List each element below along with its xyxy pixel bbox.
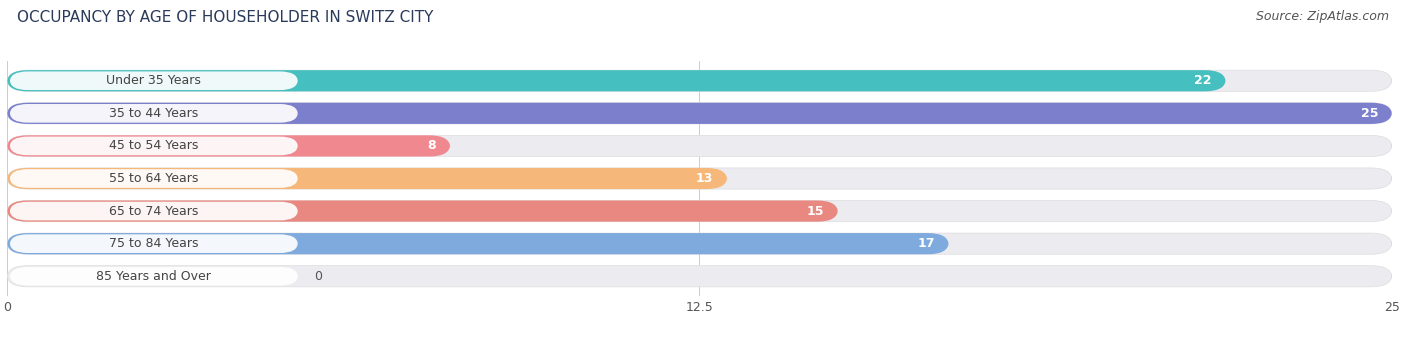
- Text: OCCUPANCY BY AGE OF HOUSEHOLDER IN SWITZ CITY: OCCUPANCY BY AGE OF HOUSEHOLDER IN SWITZ…: [17, 10, 433, 25]
- FancyBboxPatch shape: [7, 70, 1392, 91]
- FancyBboxPatch shape: [7, 135, 450, 156]
- Text: 75 to 84 Years: 75 to 84 Years: [110, 237, 198, 250]
- FancyBboxPatch shape: [7, 168, 727, 189]
- FancyBboxPatch shape: [7, 135, 1392, 156]
- FancyBboxPatch shape: [7, 70, 1226, 91]
- Text: 65 to 74 Years: 65 to 74 Years: [110, 205, 198, 218]
- Text: 45 to 54 Years: 45 to 54 Years: [110, 139, 198, 152]
- FancyBboxPatch shape: [7, 168, 1392, 189]
- Text: 0: 0: [315, 270, 322, 283]
- Text: 13: 13: [696, 172, 713, 185]
- Text: 8: 8: [427, 139, 436, 152]
- FancyBboxPatch shape: [7, 233, 1392, 254]
- FancyBboxPatch shape: [10, 104, 298, 123]
- FancyBboxPatch shape: [7, 201, 1392, 222]
- Text: 85 Years and Over: 85 Years and Over: [97, 270, 211, 283]
- Text: 35 to 44 Years: 35 to 44 Years: [110, 107, 198, 120]
- Text: 25: 25: [1361, 107, 1378, 120]
- FancyBboxPatch shape: [7, 103, 1392, 124]
- FancyBboxPatch shape: [10, 137, 298, 155]
- FancyBboxPatch shape: [7, 266, 1392, 287]
- Text: 15: 15: [807, 205, 824, 218]
- FancyBboxPatch shape: [7, 233, 949, 254]
- FancyBboxPatch shape: [10, 169, 298, 188]
- Text: Source: ZipAtlas.com: Source: ZipAtlas.com: [1256, 10, 1389, 23]
- FancyBboxPatch shape: [10, 267, 298, 286]
- Text: Under 35 Years: Under 35 Years: [107, 74, 201, 87]
- Text: 22: 22: [1195, 74, 1212, 87]
- FancyBboxPatch shape: [10, 71, 298, 90]
- FancyBboxPatch shape: [7, 103, 1392, 124]
- FancyBboxPatch shape: [7, 201, 838, 222]
- FancyBboxPatch shape: [10, 202, 298, 220]
- Text: 55 to 64 Years: 55 to 64 Years: [110, 172, 198, 185]
- Text: 17: 17: [918, 237, 935, 250]
- FancyBboxPatch shape: [10, 234, 298, 253]
